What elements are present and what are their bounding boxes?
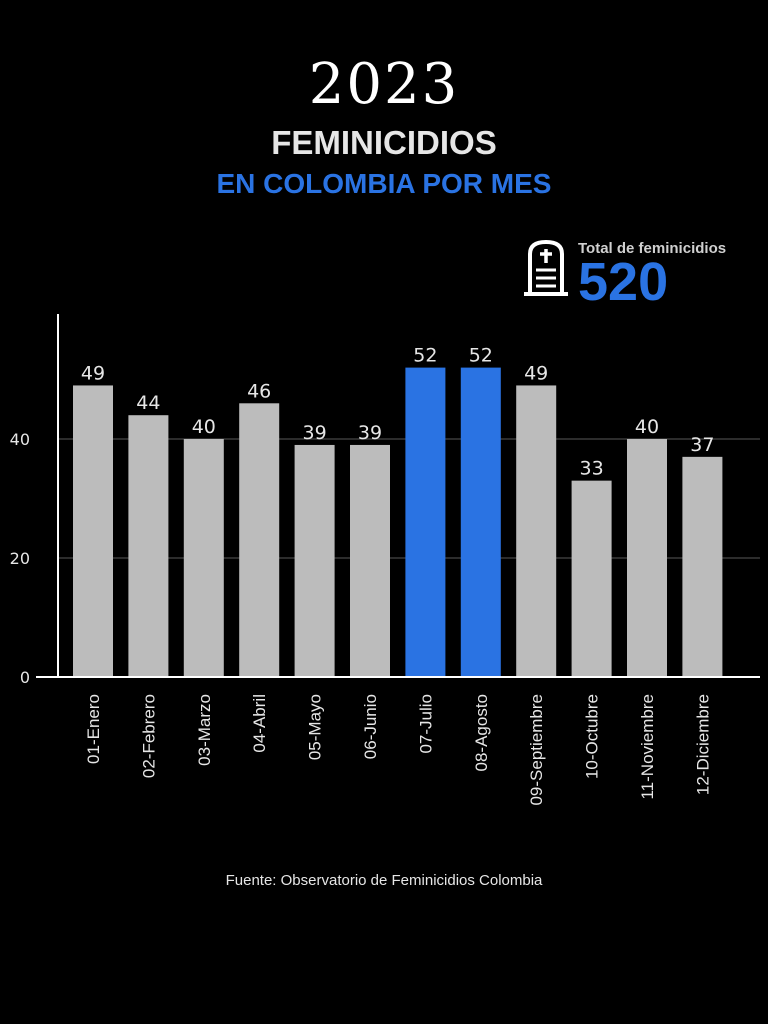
bar (405, 367, 446, 677)
y-tick-label: 40 (10, 430, 30, 449)
data-label: 39 (358, 422, 382, 444)
data-label: 52 (469, 345, 493, 367)
bar (183, 439, 224, 677)
total-panel: Total de feminicidios 520 (522, 236, 762, 312)
x-tick-label: 10-Octubre (583, 694, 602, 779)
y-tick-label: 20 (10, 549, 30, 568)
data-label: 40 (192, 416, 216, 438)
data-label: 37 (690, 434, 714, 456)
source-note: Fuente: Observatorio de Feminicidios Col… (225, 872, 543, 889)
bar (627, 439, 667, 677)
data-label: 44 (136, 392, 160, 414)
data-label: 39 (303, 422, 327, 444)
chart-subtitle: EN COLOMBIA POR MES (216, 168, 552, 199)
bar (682, 456, 723, 677)
x-tick-label: 01-Enero (84, 694, 103, 764)
bar (516, 385, 557, 677)
data-label: 49 (524, 362, 548, 384)
total-label: Total de feminicidios (578, 240, 727, 257)
total-value: 520 (578, 252, 669, 312)
bar (571, 480, 612, 677)
x-tick-label: 05-Mayo (306, 694, 325, 760)
x-tick-label: 02-Febrero (139, 694, 158, 778)
data-label: 52 (413, 345, 437, 367)
x-tick-label: 04-Abril (250, 694, 269, 753)
bar-chart: 0 20 40 49 01-Enero 44 02-Febrero 40 03-Marzo 46 0… (10, 314, 760, 806)
bar (239, 403, 280, 677)
bar (350, 444, 390, 677)
x-tick-label: 03-Marzo (195, 694, 214, 766)
data-label: 33 (580, 458, 604, 480)
x-tick-label: 11-Noviembre (638, 694, 657, 800)
x-tick-label: 09-Septiembre (527, 694, 546, 806)
x-tick-label: 07-Julio (416, 694, 435, 754)
tombstone-icon (524, 239, 568, 296)
x-tick-label: 06-Junio (361, 694, 380, 759)
data-label: 49 (81, 362, 105, 384)
bar (128, 415, 169, 677)
bar (73, 385, 113, 677)
y-tick-label: 0 (20, 668, 30, 687)
chart-year: 2023 (308, 52, 460, 117)
bar (294, 444, 335, 677)
bar (460, 367, 501, 677)
data-label: 40 (635, 416, 659, 438)
data-label: 46 (247, 380, 271, 402)
x-tick-label: 12-Diciembre (693, 694, 712, 795)
x-tick-label: 08-Agosto (472, 694, 491, 772)
chart-title: FEMINICIDIOS (271, 124, 497, 161)
